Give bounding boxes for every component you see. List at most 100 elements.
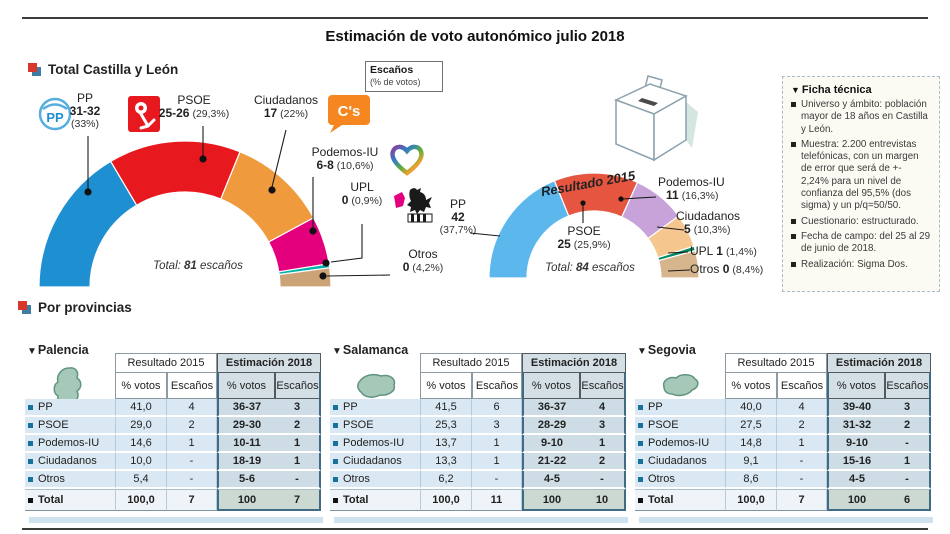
table-cell: 9,1 [725,453,777,471]
bottom-rule [22,528,928,530]
party-name: PP [343,401,358,413]
table-cell: 5,4 [115,471,167,489]
label-upl: UPL 0 (0,9%) [341,180,383,208]
table-cell: 14,8 [725,435,777,453]
row-bullet [638,422,643,428]
total-escanos-2015: Total: 84 escaños [545,262,635,274]
row-bullet [333,497,338,503]
table-cell: PP [635,399,725,417]
table-cell: 1 [275,435,321,453]
table-cell: 3 [885,399,931,417]
row-bullet [333,404,338,410]
row-bullet [333,458,338,464]
section-total-header: Total Castilla y León [28,62,178,77]
row-bullet [638,497,643,503]
table-cell: 29,0 [115,417,167,435]
table-cell: - [580,471,626,489]
total-cell: 7 [275,489,321,511]
header-spacer [25,373,115,399]
legend-box: Escaños (% de votos) [365,61,443,92]
table-cell: - [167,471,217,489]
table-cell: 1 [472,435,522,453]
party-name: Podemos-IU [648,437,710,449]
header-spacer [25,353,115,373]
province-table-palencia: ▼Palencia Resultado 2015 Estimación 2018%… [25,343,323,523]
table-cell: 2 [777,417,827,435]
row-bullet [638,476,643,482]
col-group-estimacion: Estimación 2018 [522,353,626,373]
party-name: Total [343,494,369,506]
table-cell: 29-30 [217,417,275,435]
svg-text:PP: PP [46,110,64,125]
ficha-tecnica-title: ▼ Ficha técnica [791,84,872,96]
section-provincias-title: Por provincias [38,300,132,315]
total-cell: 100 [827,489,885,511]
province-name: Salamanca [342,343,409,357]
section-total-title: Total Castilla y León [48,62,179,77]
header-spacer [330,373,420,399]
psoe-logo-icon [128,96,160,132]
table-cell: 1 [275,453,321,471]
sub-col-header: Escaños [472,373,522,399]
label-upl-2015: UPL 1 (1,4%) [690,244,757,259]
segovia-map-icon [662,374,699,397]
table-cell: 5-6 [217,471,275,489]
table-cell: 8,6 [725,471,777,489]
top-rule [22,17,928,19]
row-bullet [333,422,338,428]
sub-col-header: Escaños [167,373,217,399]
table-cell: 41,0 [115,399,167,417]
party-name: PSOE [38,419,69,431]
party-name: Ciudadanos [343,455,402,467]
total-cell: 7 [777,489,827,511]
sub-col-header: % votos [522,373,580,399]
ficha-tecnica-list: Universo y ámbito: población mayor de 18… [791,99,931,271]
total-cell: 100 [522,489,580,511]
ficha-item: Muestra: 2.200 entrevistas telefónicas, … [791,139,931,213]
table-cell: PSOE [330,417,420,435]
svg-text:C's: C's [338,103,361,120]
label-psoe: PSOE 25-26 (29,3%) [158,93,230,121]
ficha-item: Cuestionario: estructurado. [791,216,931,228]
sub-col-header: Escaños [275,373,321,399]
podemos-heart-icon [390,144,424,176]
table-cell: - [777,471,827,489]
table-cell: 4 [777,399,827,417]
table-cell: 4 [167,399,217,417]
col-group-resultado: Resultado 2015 [725,353,827,373]
row-bullet [28,404,33,410]
party-name: Podemos-IU [343,437,405,449]
sub-col-header: % votos [420,373,472,399]
total-cell: Total [330,489,420,511]
donut-estimacion-2018 [38,140,332,288]
total-cell: 11 [472,489,522,511]
table-cell: 1 [777,435,827,453]
label-pp-2015: PP 42 (37,7%) [439,197,477,237]
total-cell: 100 [217,489,275,511]
palencia-grid: Resultado 2015 Estimación 2018% votos Esca… [25,353,321,511]
table-cell: 10,0 [115,453,167,471]
table-cell: 31-32 [827,417,885,435]
row-bullet [638,404,643,410]
legend-line1: Escaños [370,64,414,76]
party-name: Otros [648,473,675,485]
table-cell: 1 [885,453,931,471]
label-ciudadanos-2015: Ciudadanos 5 (10,3%) [676,209,741,237]
total-escanos-2018: Total: 81 escaños [153,260,243,272]
table-cell: - [885,471,931,489]
legend-line2: (% de votos) [370,76,421,87]
label-otros: Otros 0 (4,2%) [402,247,444,275]
party-name: Ciudadanos [38,455,97,467]
donut-segment-otros [278,267,332,288]
province-name: Segovia [647,343,696,357]
row-bullet [28,476,33,482]
table-cell: Otros [330,471,420,489]
table-cell: 9-10 [827,435,885,453]
row-bullet [333,476,338,482]
sub-col-header: Escaños [777,373,827,399]
label-psoe-2015: PSOE 25 (25,9%) [557,224,611,252]
sub-col-header: Escaños [885,373,931,399]
sub-col-header: Escaños [580,373,626,399]
table-cell: - [167,453,217,471]
party-name: PSOE [343,419,374,431]
